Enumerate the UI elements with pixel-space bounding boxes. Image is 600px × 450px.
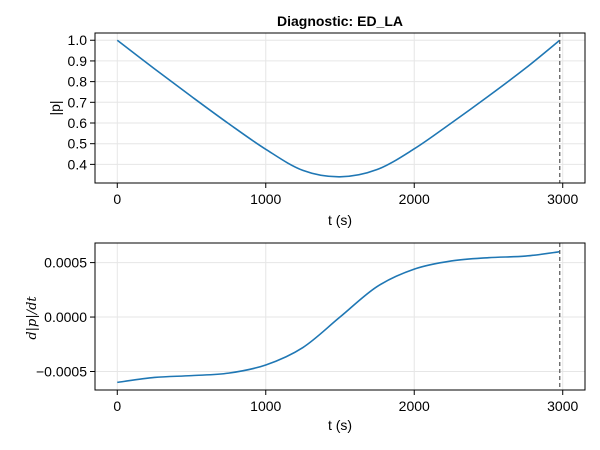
chart-title: Diagnostic: ED_LA: [277, 13, 403, 29]
y-tick-label: 0.0005: [44, 255, 87, 271]
y-tick-label: 0.5: [68, 136, 88, 152]
y-tick-label: 1.0: [68, 32, 88, 48]
series-line-dpdt: [117, 250, 560, 384]
y-axis-label: d|p|/dt: [25, 296, 40, 340]
y-tick-label: −0.0005: [36, 363, 87, 379]
x-tick-label: 0: [113, 191, 121, 207]
y-axis-label: |p|: [47, 100, 63, 115]
plot-frame: [94, 242, 586, 391]
x-axis-label: t (s): [328, 417, 352, 433]
y-tick-label: 0.4: [68, 156, 88, 172]
x-tick-label: 3000: [547, 398, 578, 414]
y-tick-label: 0.7: [68, 94, 88, 110]
y-tick-label: 0.9: [68, 53, 88, 69]
series-line-abs-p: [116, 39, 561, 178]
x-axis-label: t (s): [328, 212, 352, 228]
y-tick-label: 0.6: [68, 115, 88, 131]
x-tick-label: 0: [113, 398, 121, 414]
x-tick-label: 2000: [399, 398, 430, 414]
x-tick-label: 1000: [250, 398, 281, 414]
y-tick-label: 0.0000: [44, 309, 87, 325]
plot-frame: [94, 32, 586, 184]
panel-top: Diagnostic: ED_LA 0 1000 2000 3000 0.4 0.5 0.6…: [47, 13, 586, 228]
x-tick-label: 1000: [250, 191, 281, 207]
y-tick-label: 0.8: [68, 74, 88, 90]
x-tick-label: 3000: [547, 191, 578, 207]
x-tick-label: 2000: [399, 191, 430, 207]
panel-bottom: 0 1000 2000 3000 −0.0005 0.0000 0.0005 t (s) d…: [25, 242, 586, 433]
